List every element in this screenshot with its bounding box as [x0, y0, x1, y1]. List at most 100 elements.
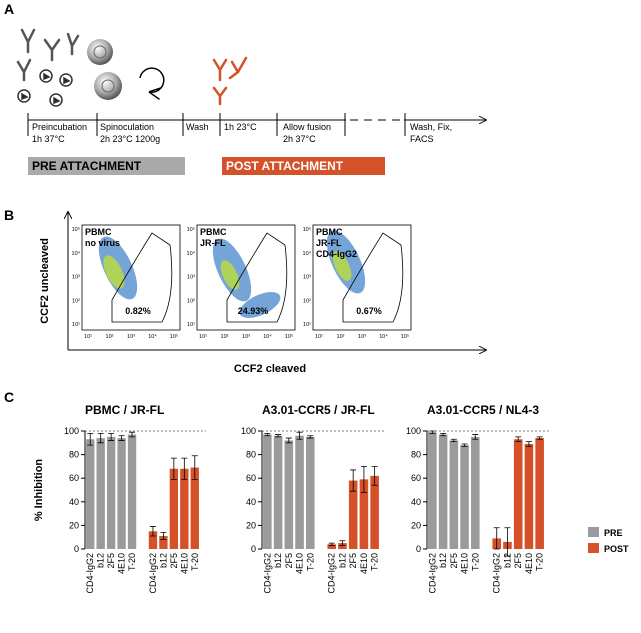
flow-frame: [81, 224, 181, 331]
flow-cloud: [332, 251, 352, 281]
bar: [169, 468, 179, 549]
x-tick-label: CD4-IgG2: [327, 553, 337, 594]
flow-y-tick: 10²: [187, 298, 195, 304]
flow-x-tick: 10³: [242, 334, 250, 340]
flow-y-tick: 10¹: [303, 322, 311, 328]
legend-swatch: [588, 527, 599, 537]
chart-title: PBMC / JR-FL: [85, 403, 164, 417]
x-tick-label: CD4-IgG2: [85, 553, 95, 594]
panel-label: C: [4, 389, 14, 405]
error-bar: [536, 436, 543, 440]
error-bar: [285, 437, 292, 444]
panel-label: A: [4, 1, 14, 17]
error-bar: [160, 532, 167, 540]
flow-cloud: [220, 260, 240, 290]
flow-gate: [342, 232, 404, 323]
y-tick-label: 80: [411, 450, 421, 460]
bar: [86, 439, 95, 549]
error-bar: [360, 466, 367, 493]
flow-y-tick: 10³: [72, 275, 80, 281]
error-bar: [339, 540, 346, 546]
error-bar: [493, 527, 500, 550]
error-bar: [429, 430, 436, 434]
bar: [263, 434, 272, 549]
bar: [470, 436, 480, 549]
x-tick-label: T-20: [305, 553, 315, 571]
error-bar: [350, 469, 357, 492]
x-tick-label: 4E10: [295, 553, 305, 574]
y-tick-label: 60: [246, 473, 256, 483]
flow-gate: [226, 232, 288, 323]
flow-y-tick: 10¹: [187, 322, 195, 328]
timeline-step: 1h 23°C: [224, 122, 257, 132]
error-bar: [461, 443, 468, 447]
flow-x-tick: 10¹: [199, 334, 207, 340]
x-tick-label: 4E10: [524, 553, 534, 574]
pre-bar: [28, 157, 185, 175]
y-tick-label: 100: [241, 426, 256, 436]
bar: [438, 434, 448, 549]
bar: [127, 434, 137, 549]
error-bar: [371, 466, 378, 486]
x-tick-label: CD4-IgG2: [427, 553, 437, 594]
x-tick-label: 2F5: [169, 553, 179, 569]
x-tick-label: T-20: [470, 553, 480, 571]
flow-gate: [111, 232, 173, 323]
y-tick-label: 60: [411, 473, 421, 483]
bar: [327, 544, 337, 549]
flow-y-tick: 10⁵: [303, 226, 311, 233]
timeline-step: Wash: [186, 122, 209, 132]
x-tick-label: b12: [502, 553, 512, 568]
error-bar: [129, 431, 136, 438]
flow-y-tick: 10¹: [72, 322, 80, 328]
flow-x-tick: 10²: [106, 334, 114, 340]
bar: [524, 443, 534, 549]
y-tick-label: 80: [246, 450, 256, 460]
y-tick-label: 0: [251, 544, 256, 554]
x-tick-label: 2F5: [106, 553, 116, 569]
flow-y-tick: 10⁴: [72, 250, 81, 257]
error-bar: [504, 527, 511, 557]
flow-x-tick: 10³: [127, 334, 135, 340]
chart-title: A3.01-CCR5 / JR-FL: [262, 403, 375, 417]
flow-y-tick: 10⁴: [187, 250, 196, 257]
flow-x-tick: 10¹: [84, 334, 92, 340]
x-tick-label: b12: [96, 553, 106, 568]
y-tick-label: 40: [69, 497, 79, 507]
flow-gate-pct: 0.67%: [356, 306, 382, 316]
flow-sample: CD4-IgG2: [316, 249, 357, 259]
error-bar: [118, 435, 125, 441]
flow-x-tick: 10⁴: [379, 333, 388, 340]
flow-frame: [312, 224, 412, 331]
red-antibody-icons: [212, 56, 248, 106]
bar: [513, 439, 523, 549]
flow-x-tick: 10¹: [315, 334, 323, 340]
flow-gate-pct: 0.82%: [125, 306, 151, 316]
bar: [449, 440, 459, 549]
flow-y-tick: 10²: [303, 298, 311, 304]
timeline-step: 2h 37°C: [283, 134, 316, 144]
flow-cloud: [239, 292, 281, 318]
flow-sample: PBMC: [316, 227, 343, 237]
bar-charts: PBMC / JR-FL % Inhibition 0 20 40 60 80 100 CD4-…: [33, 403, 629, 594]
error-bar: [191, 455, 198, 480]
y-tick-label: 100: [64, 426, 79, 436]
flow-y-tick: 10⁴: [303, 250, 312, 257]
y-tick-label: 20: [69, 520, 79, 530]
error-bar: [296, 431, 303, 440]
error-bar: [275, 434, 282, 438]
error-bar: [450, 438, 457, 443]
flow-sample: JR-FL: [200, 238, 226, 248]
post-bar: [222, 157, 385, 175]
bar: [159, 536, 168, 549]
y-tick-label: 40: [411, 497, 421, 507]
virus-icons: [17, 69, 73, 107]
pre-label: PRE ATTACHMENT: [32, 159, 142, 173]
x-tick-label: 2F5: [348, 553, 358, 569]
bar: [295, 435, 304, 549]
legend-label: POST: [604, 544, 629, 554]
panel-label: B: [4, 207, 14, 223]
x-tick-label: b12: [337, 553, 347, 568]
error-bar: [108, 432, 115, 441]
